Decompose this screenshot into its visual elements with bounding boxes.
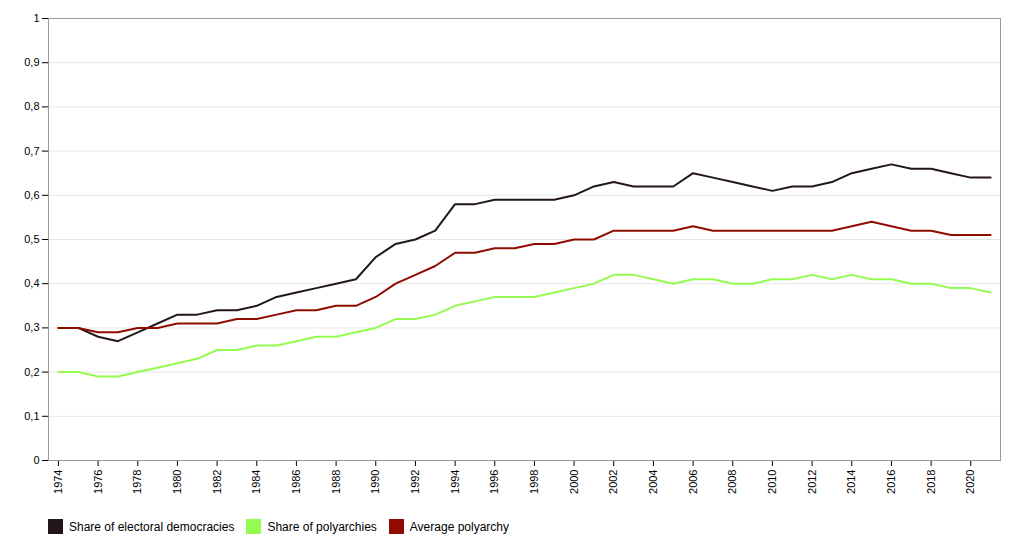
svg-text:1982: 1982 [211,470,223,494]
svg-text:0,9: 0,9 [24,56,39,68]
svg-text:0,1: 0,1 [24,410,39,422]
svg-text:1998: 1998 [528,470,540,494]
svg-text:0,4: 0,4 [24,277,39,289]
svg-text:2018: 2018 [925,470,937,494]
html-text:Share of polyarchies: Share of polyarchies [267,519,377,534]
svg-text:0,8: 0,8 [24,100,39,112]
svg-text:1988: 1988 [330,470,342,494]
svg-text:0,3: 0,3 [24,321,39,333]
svg-text:1976: 1976 [92,470,104,494]
svg-text:0,5: 0,5 [24,233,39,245]
svg-text:1974: 1974 [52,470,64,494]
svg-text:2020: 2020 [964,470,976,494]
svg-text:1990: 1990 [369,470,381,494]
svg-text:0: 0 [33,454,39,466]
svg-text:2016: 2016 [885,470,897,494]
svg-text:1984: 1984 [250,470,262,494]
svg-text:0,6: 0,6 [24,189,39,201]
svg-text:1986: 1986 [290,470,302,494]
svg-text:0,7: 0,7 [24,145,39,157]
svg-text:1992: 1992 [409,470,421,494]
svg-text:1980: 1980 [171,470,183,494]
svg-text:2008: 2008 [726,470,738,494]
svg-text:2006: 2006 [687,470,699,494]
svg-text:2012: 2012 [806,470,818,494]
html-text:Average polyarchy: Average polyarchy [409,519,509,534]
svg-text:1994: 1994 [449,470,461,494]
svg-text:1996: 1996 [488,470,500,494]
svg-text:2014: 2014 [845,470,857,494]
svg-text:1: 1 [33,12,39,24]
svg-text:2004: 2004 [647,470,659,494]
svg-text:2010: 2010 [766,470,778,494]
svg-text:0,2: 0,2 [24,366,39,378]
svg-text:2002: 2002 [607,470,619,494]
html-text:Share of electoral democracies: Share of electoral democracies [69,519,235,534]
svg-text:2000: 2000 [568,470,580,494]
svg-text:1978: 1978 [131,470,143,494]
